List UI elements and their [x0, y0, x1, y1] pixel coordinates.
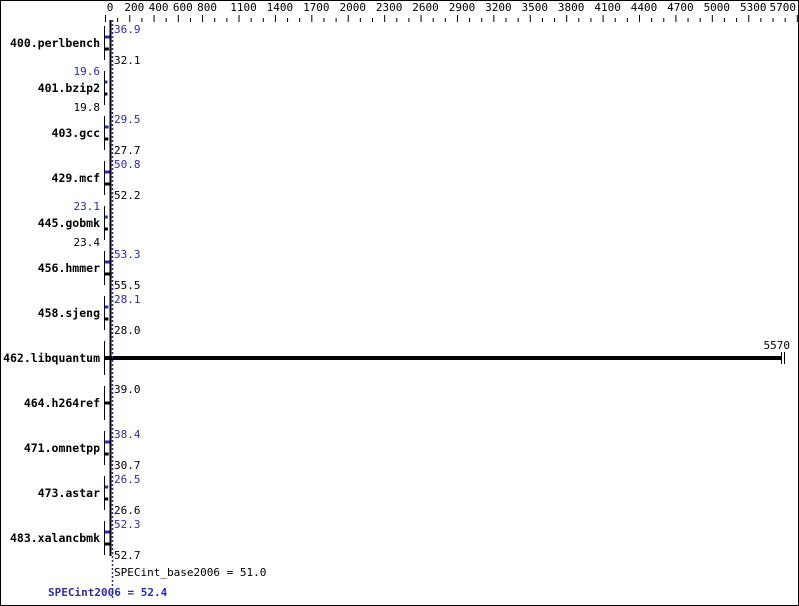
benchmark-label: 462.libquantum [3, 351, 100, 365]
x-tick-label: 3200 [485, 1, 512, 14]
benchmark-label: 429.mcf [52, 171, 101, 185]
base-bar [105, 227, 108, 231]
x-tick-label: 1100 [230, 1, 257, 14]
benchmark-row: 403.gcc 29.5 27.7 [52, 113, 141, 157]
peak-bar [105, 530, 112, 534]
x-tick-label: 2300 [376, 1, 403, 14]
benchmark-row: 471.omnetpp 38.4 30.7 [24, 428, 141, 472]
benchmark-row: 445.gobmk 23.1 23.4 [38, 200, 108, 249]
base-bar [105, 542, 112, 546]
x-tick-label: 5300 [740, 1, 767, 14]
peak-value-label: 53.3 [114, 248, 141, 261]
benchmark-row: 401.bzip2 19.6 19.8 [38, 65, 108, 114]
base-value-label: 32.1 [114, 54, 141, 67]
base-value-label: 30.7 [114, 459, 141, 472]
base-value-label: 52.7 [114, 549, 141, 562]
base-value-label: 19.8 [74, 101, 101, 114]
x-tick-label: 2000 [339, 1, 366, 14]
peak-bar [105, 215, 108, 219]
peak-summary-label: SPECint2006 = 52.4 [48, 586, 168, 599]
x-tick-label: 400 [149, 1, 169, 14]
base-bar [105, 272, 112, 276]
peak-bar [105, 35, 110, 39]
x-tick-label: 3500 [522, 1, 549, 14]
base-value-label: 5570 [764, 339, 791, 352]
benchmark-label: 471.omnetpp [24, 441, 100, 455]
base-value-label: 39.0 [114, 383, 141, 396]
benchmark-label: 400.perlbench [10, 36, 100, 50]
x-tick-label: 200 [124, 1, 144, 14]
benchmark-label: 483.xalancbmk [10, 531, 100, 545]
benchmark-label: 456.hmmer [38, 261, 100, 275]
base-bar [105, 317, 109, 321]
benchmark-label: 445.gobmk [38, 216, 100, 230]
reference-lines [109, 20, 114, 598]
x-tick-label: 1400 [267, 1, 294, 14]
base-value-label: 27.7 [114, 144, 141, 157]
x-tick-label: 0 [107, 1, 114, 14]
peak-bar [105, 80, 108, 84]
x-tick-label: 2900 [449, 1, 476, 14]
peak-value-label: 19.6 [74, 65, 101, 78]
benchmark-rows: 400.perlbench36.932.1401.bzip219.619.840… [3, 23, 790, 562]
benchmark-row: 464.h264ref 39.0 [24, 383, 141, 420]
base-bar [105, 92, 108, 96]
peak-value-label: 52.3 [114, 518, 141, 531]
benchmark-label: 464.h264ref [24, 396, 100, 410]
peak-bar [105, 485, 109, 489]
x-tick-label: 4100 [594, 1, 621, 14]
x-tick-label: 1700 [303, 1, 330, 14]
peak-value-label: 23.1 [74, 200, 101, 213]
base-bar [105, 356, 781, 360]
x-tick-label: 3800 [558, 1, 585, 14]
x-axis: 0 200 400 600 800 1100 1400 1700 2000 2300 2600 290… [105, 1, 798, 22]
peak-value-label: 28.1 [114, 293, 141, 306]
benchmark-row: 458.sjeng 28.1 28.0 [38, 293, 141, 337]
benchmark-label: 403.gcc [52, 126, 100, 140]
base-value-label: 28.0 [114, 324, 141, 337]
base-value-label: 52.2 [114, 189, 141, 202]
base-bar [105, 137, 109, 141]
x-tick-label: 5000 [704, 1, 731, 14]
benchmark-label: 401.bzip2 [38, 81, 100, 95]
benchmark-row: 400.perlbench 36.9 32.1 [10, 23, 141, 67]
x-tick-label: 4700 [667, 1, 694, 14]
peak-bar [105, 170, 112, 174]
benchmark-row: 473.astar 26.5 26.6 [38, 473, 141, 517]
x-tick-label: 2600 [412, 1, 439, 14]
x-tick-label: 800 [197, 1, 217, 14]
peak-bar [105, 305, 109, 309]
base-bar [105, 47, 109, 51]
x-tick-label: 4400 [631, 1, 658, 14]
base-value-label: 55.5 [114, 279, 141, 292]
base-bar [105, 182, 112, 186]
benchmark-row: 456.hmmer 53.3 55.5 [38, 248, 141, 292]
peak-bar [105, 260, 112, 264]
benchmark-row: 483.xalancbmk 52.3 52.7 [10, 518, 141, 562]
peak-value-label: 26.5 [114, 473, 141, 486]
benchmark-row: 462.libquantum 5570 [3, 339, 790, 375]
x-tick-label: 600 [173, 1, 193, 14]
benchmark-label: 458.sjeng [38, 306, 100, 320]
base-summary-label: SPECint_base2006 = 51.0 [114, 566, 266, 579]
peak-value-label: 50.8 [114, 158, 141, 171]
benchmark-row: 429.mcf 50.8 52.2 [52, 158, 141, 202]
peak-bar [105, 440, 110, 444]
peak-value-label: 29.5 [114, 113, 141, 126]
peak-value-label: 36.9 [114, 23, 141, 36]
peak-bar [105, 125, 109, 129]
peak-value-label: 38.4 [114, 428, 141, 441]
base-value-label: 26.6 [114, 504, 141, 517]
base-bar [105, 497, 109, 501]
base-value-label: 23.4 [74, 236, 101, 249]
base-bar [105, 452, 109, 456]
x-tick-label: 5700 [770, 1, 797, 14]
benchmark-label: 473.astar [38, 486, 100, 500]
base-bar [105, 401, 110, 405]
